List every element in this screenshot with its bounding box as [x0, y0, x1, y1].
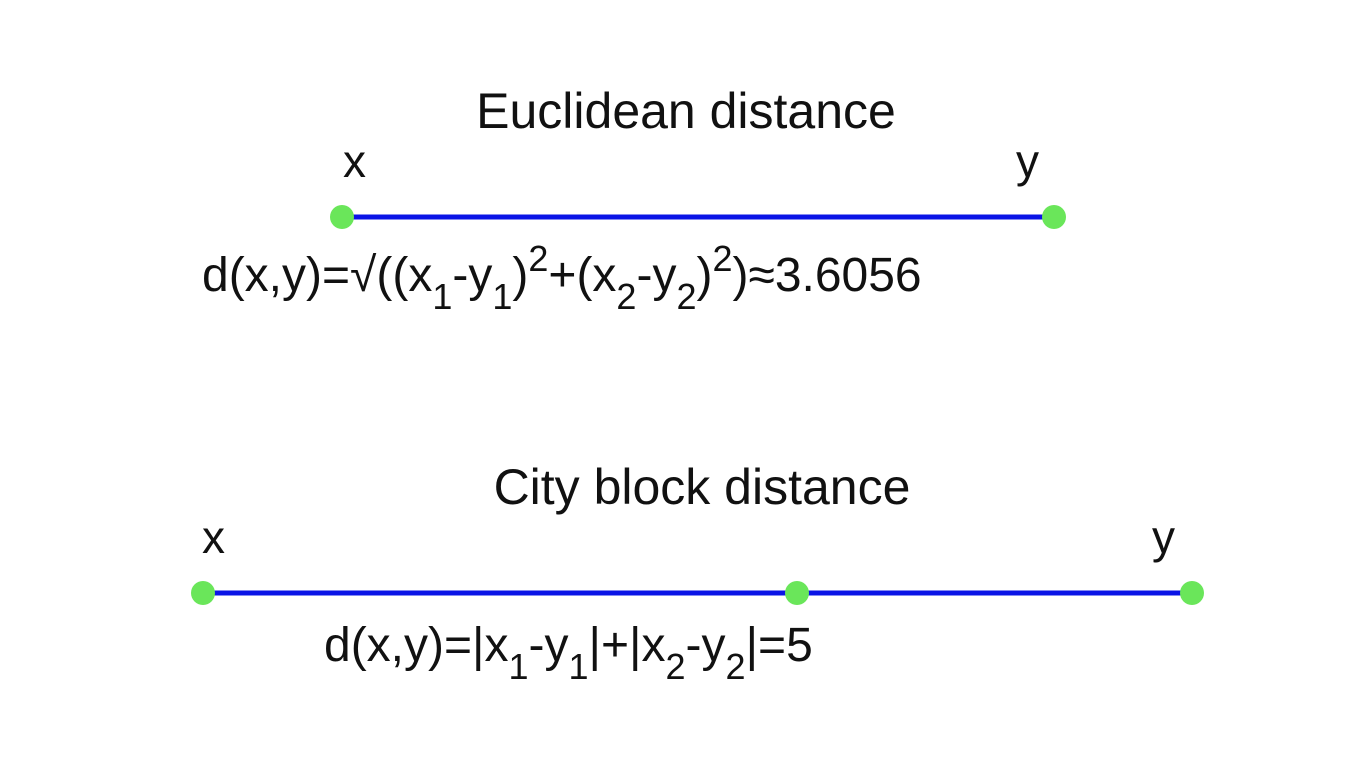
euclidean-x-label: x — [343, 135, 366, 187]
city-block-point-y — [1180, 581, 1204, 605]
euclidean-point-x — [330, 205, 354, 229]
euclidean-formula: d(x,y)=√((x1-y1)2+(x2-y2)2)≈3.6056 — [202, 238, 922, 317]
city-block-title: City block distance — [493, 459, 911, 515]
city-block-x-label: x — [202, 511, 225, 563]
euclidean-point-y — [1042, 205, 1066, 229]
city-block-y-label: y — [1152, 511, 1175, 563]
city-block-point-x — [191, 581, 215, 605]
euclidean-y-label: y — [1016, 135, 1039, 187]
city-block-point-mid — [785, 581, 809, 605]
euclidean-title: Euclidean distance — [476, 83, 896, 139]
city-block-formula: d(x,y)=|x1-y1|+|x2-y2|=5 — [324, 619, 813, 687]
